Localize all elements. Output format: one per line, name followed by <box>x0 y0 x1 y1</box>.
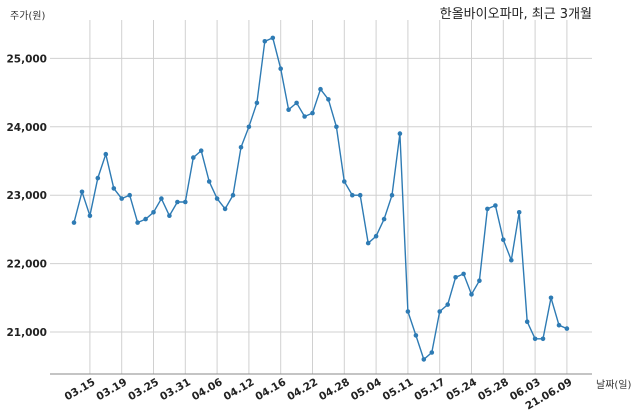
data-point <box>230 192 236 198</box>
data-point <box>270 35 276 41</box>
data-point <box>342 179 347 184</box>
data-point <box>294 100 299 106</box>
data-point <box>135 220 140 225</box>
data-point <box>532 336 538 342</box>
data-point <box>445 302 451 307</box>
x-tick-label: 04.28 <box>317 376 352 403</box>
y-tick-label: 25,000 <box>6 53 47 65</box>
x-tick-label: 03.15 <box>63 376 98 403</box>
data-point <box>127 192 132 198</box>
data-point <box>262 39 268 44</box>
y-axis-label: 주가(원) <box>10 10 46 22</box>
data-point <box>175 199 180 205</box>
x-tick-label: 03.19 <box>94 376 129 403</box>
data-point <box>191 155 196 160</box>
data-point <box>310 110 315 116</box>
data-point <box>143 216 148 222</box>
data-point <box>71 220 77 225</box>
data-point <box>524 319 530 325</box>
x-tick-label: 05.24 <box>444 376 479 403</box>
data-point <box>453 275 458 280</box>
x-tick-label: 03.31 <box>158 376 193 403</box>
data-point <box>103 151 109 157</box>
data-point <box>421 357 427 362</box>
x-tick-label: 03.25 <box>126 376 161 403</box>
data-point <box>477 278 482 284</box>
price-series-line <box>73 36 568 361</box>
data-point <box>365 240 371 246</box>
data-point <box>159 196 164 201</box>
x-tick-label: 04.06 <box>190 376 225 403</box>
data-point <box>357 192 363 198</box>
data-point <box>548 295 554 301</box>
x-tick-label: 04.22 <box>285 376 320 403</box>
data-point <box>151 210 156 215</box>
data-point <box>556 322 562 328</box>
data-point <box>405 309 411 314</box>
data-point <box>222 206 228 212</box>
x-tick-label: 04.16 <box>253 376 288 403</box>
data-point <box>413 333 419 338</box>
x-tick-label: 04.12 <box>222 376 257 403</box>
data-point <box>87 213 93 218</box>
data-point <box>334 124 339 130</box>
y-tick-labels: 21,000 22,000 23,000 24,000 25,000 <box>6 53 47 339</box>
x-tick-label: 05.17 <box>412 376 447 403</box>
data-point <box>95 175 101 181</box>
data-point <box>79 189 85 195</box>
data-point <box>493 203 498 208</box>
data-point <box>469 292 474 297</box>
y-tick-label: 23,000 <box>6 190 47 202</box>
data-point <box>461 271 466 277</box>
data-point <box>119 196 124 201</box>
data-point <box>397 131 403 136</box>
data-point <box>111 186 117 191</box>
data-point <box>206 179 212 184</box>
y-tick-label: 22,000 <box>6 259 47 271</box>
data-point <box>214 196 220 201</box>
data-point <box>350 192 355 198</box>
data-point <box>501 237 506 242</box>
y-tick-label: 24,000 <box>6 122 47 134</box>
data-point <box>302 114 307 119</box>
x-tick-label: 05.04 <box>349 376 384 403</box>
data-point <box>318 86 323 92</box>
data-point <box>198 148 204 153</box>
data-point <box>389 192 395 198</box>
x-tick-labels: 03.1503.1903.2503.3104.0604.1204.1604.22… <box>63 376 575 412</box>
data-point <box>278 66 284 71</box>
data-point <box>437 309 443 314</box>
chart-title: 한올바이오파마, 최근 3개월 <box>440 7 592 22</box>
data-point <box>167 213 172 218</box>
data-point <box>326 97 331 102</box>
data-point <box>238 145 244 150</box>
data-point <box>564 326 570 331</box>
data-point <box>509 257 514 263</box>
price-data-points <box>71 35 570 362</box>
grid-lines <box>50 20 592 375</box>
data-point <box>183 199 188 205</box>
data-point <box>373 233 379 239</box>
data-point <box>429 350 435 355</box>
data-point <box>254 100 260 106</box>
x-tick-label: 05.28 <box>476 376 511 403</box>
data-point <box>246 124 252 130</box>
data-point <box>540 336 546 342</box>
data-point <box>485 206 490 212</box>
data-point <box>516 210 522 215</box>
x-tick-label: 05.11 <box>381 376 416 403</box>
data-point <box>286 107 291 112</box>
data-point <box>381 216 387 222</box>
x-axis-label: 날짜(일) <box>596 379 632 391</box>
y-tick-label: 21,000 <box>6 327 47 339</box>
